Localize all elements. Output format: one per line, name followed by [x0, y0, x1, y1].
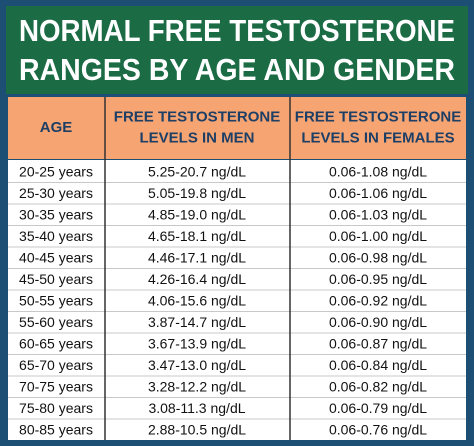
cell: 35-40 years [19, 228, 93, 244]
cell: 3.67-13.9 ng/dL [148, 335, 246, 351]
title-line: RANGES BY AGE AND GENDER [19, 52, 455, 87]
column-header: LEVELS IN FEMALES [301, 129, 454, 146]
cell: 3.47-13.0 ng/dL [148, 357, 246, 373]
cell: 4.06-15.6 ng/dL [148, 292, 246, 308]
cell: 0.06-0.95 ng/dL [329, 271, 427, 287]
cell: 55-60 years [19, 314, 93, 330]
cell: 0.06-1.00 ng/dL [329, 228, 427, 244]
cell: 0.06-0.82 ng/dL [329, 378, 427, 394]
cell: 65-70 years [19, 357, 93, 373]
header-row [8, 97, 466, 159]
cell: 60-65 years [19, 335, 93, 351]
cell: 0.06-0.98 ng/dL [329, 249, 427, 265]
column-header: AGE [40, 119, 73, 136]
cell: 30-35 years [19, 206, 93, 222]
table-body [8, 160, 466, 440]
cell: 0.06-0.76 ng/dL [329, 421, 427, 437]
cell: 4.46-17.1 ng/dL [148, 249, 246, 265]
cell: 0.06-1.06 ng/dL [329, 185, 427, 201]
cell: 4.26-16.4 ng/dL [148, 271, 246, 287]
cell: 4.85-19.0 ng/dL [148, 206, 246, 222]
cell: 3.87-14.7 ng/dL [148, 314, 246, 330]
cell: 4.65-18.1 ng/dL [148, 228, 246, 244]
cell: 25-30 years [19, 185, 93, 201]
cell: 20-25 years [19, 163, 93, 179]
column-header: LEVELS IN MEN [139, 129, 254, 146]
cell: 2.88-10.5 ng/dL [148, 421, 246, 437]
column-header: FREE TESTOSTERONE [114, 108, 280, 125]
cell: 0.06-0.84 ng/dL [329, 357, 427, 373]
title-band [6, 6, 468, 94]
cell: 80-85 years [19, 421, 93, 437]
cell: 45-50 years [19, 271, 93, 287]
column-header: FREE TESTOSTERONE [295, 108, 461, 125]
cell: 0.06-1.03 ng/dL [329, 206, 427, 222]
cell: 0.06-1.08 ng/dL [329, 163, 427, 179]
cell: 5.25-20.7 ng/dL [148, 163, 246, 179]
cell: 70-75 years [19, 378, 93, 394]
cell: 5.05-19.8 ng/dL [148, 185, 246, 201]
cell: 0.06-0.90 ng/dL [329, 314, 427, 330]
cell: 3.28-12.2 ng/dL [148, 378, 246, 394]
cell: 0.06-0.87 ng/dL [329, 335, 427, 351]
title-line: NORMAL FREE TESTOSTERONE [19, 13, 455, 48]
cell: 3.08-11.3 ng/dL [148, 400, 245, 416]
cell: 0.06-0.92 ng/dL [329, 292, 427, 308]
cell: 50-55 years [19, 292, 93, 308]
cell: 75-80 years [19, 400, 93, 416]
cell: 40-45 years [19, 249, 93, 265]
cell: 0.06-0.79 ng/dL [329, 400, 427, 416]
